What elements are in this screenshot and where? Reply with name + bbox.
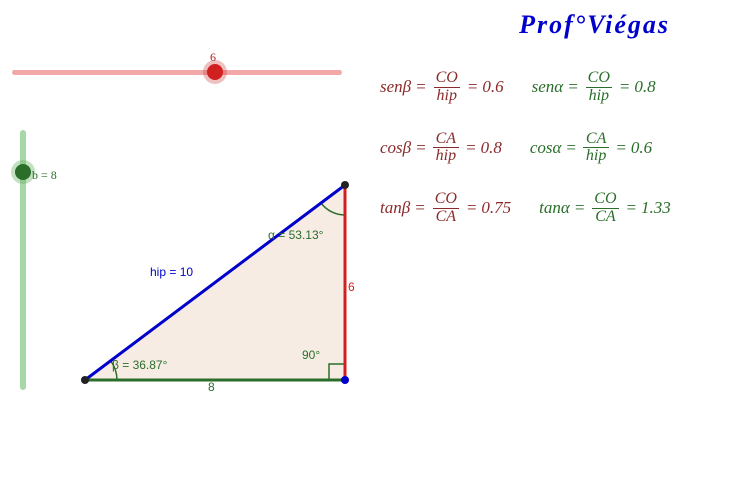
- triangle-diagram: hip = 10 α = 53.13° β = 36.87° 90° 8 6: [80, 180, 340, 375]
- equals: =: [615, 138, 626, 158]
- equals: =: [466, 198, 477, 218]
- value: 1.33: [641, 198, 671, 218]
- equals: =: [415, 77, 426, 97]
- beta-angle-label: β = 36.87°: [112, 358, 167, 372]
- equation-row: tanβ=COCA=0.75tanα=COCA=1.33: [380, 191, 740, 226]
- fn-label: tanα: [539, 198, 570, 218]
- fraction: COCA: [591, 191, 619, 226]
- equation-row: senβ=COhip=0.6senα=COhip=0.8: [380, 70, 740, 105]
- denominator: hip: [434, 87, 460, 105]
- fn-label: tanβ: [380, 198, 410, 218]
- fraction: COhip: [585, 70, 613, 105]
- value: 0.75: [481, 198, 511, 218]
- denominator: hip: [433, 147, 459, 165]
- vertex-b: [341, 376, 349, 384]
- equals: =: [467, 77, 478, 97]
- height-length-label: 6: [348, 280, 355, 294]
- beta-equation: tanβ=COCA=0.75: [380, 191, 511, 226]
- alpha-equation: cosα=CAhip=0.6: [530, 131, 652, 166]
- base-length-label: 8: [208, 380, 215, 394]
- numerator: CO: [585, 70, 613, 87]
- fraction: CAhip: [433, 131, 459, 166]
- equation-row: cosβ=CAhip=0.8cosα=CAhip=0.6: [380, 131, 740, 166]
- fraction: CAhip: [583, 131, 609, 166]
- denominator: CA: [592, 208, 618, 226]
- fn-label: cosα: [530, 138, 562, 158]
- horizontal-slider-track[interactable]: [12, 70, 342, 75]
- denominator: CA: [433, 208, 459, 226]
- denominator: hip: [583, 147, 609, 165]
- vertex-a: [81, 376, 89, 384]
- fraction: COhip: [433, 70, 461, 105]
- numerator: CO: [433, 70, 461, 87]
- equals: =: [414, 198, 425, 218]
- equals: =: [465, 138, 476, 158]
- fn-label: cosβ: [380, 138, 411, 158]
- horizontal-slider-knob[interactable]: [207, 64, 223, 80]
- fn-label: senα: [532, 77, 564, 97]
- fraction: COCA: [432, 191, 460, 226]
- numerator: CO: [432, 191, 460, 208]
- equals: =: [626, 198, 637, 218]
- fn-label: senβ: [380, 77, 411, 97]
- value: 0.6: [482, 77, 503, 97]
- equals: =: [574, 198, 585, 218]
- vertex-c: [341, 181, 349, 189]
- beta-equation: senβ=COhip=0.6: [380, 70, 504, 105]
- beta-equation: cosβ=CAhip=0.8: [380, 131, 502, 166]
- value: 0.8: [634, 77, 655, 97]
- page-title: Prof°Viégas: [519, 10, 670, 40]
- hypotenuse-label: hip = 10: [150, 265, 193, 279]
- numerator: CO: [591, 191, 619, 208]
- value: 0.8: [481, 138, 502, 158]
- denominator: hip: [586, 87, 612, 105]
- equations-panel: senβ=COhip=0.6senα=COhip=0.8cosβ=CAhip=0…: [380, 70, 740, 252]
- equals: =: [565, 138, 576, 158]
- alpha-equation: senα=COhip=0.8: [532, 70, 656, 105]
- vertical-slider-knob[interactable]: [15, 164, 31, 180]
- equals: =: [415, 138, 426, 158]
- value: 0.6: [631, 138, 652, 158]
- equals: =: [619, 77, 630, 97]
- numerator: CA: [433, 131, 459, 148]
- horizontal-slider-label: 6: [210, 50, 216, 65]
- equals: =: [567, 77, 578, 97]
- alpha-equation: tanα=COCA=1.33: [539, 191, 671, 226]
- vertical-slider-label: b = 8: [32, 168, 57, 183]
- right-angle-label: 90°: [302, 348, 320, 362]
- alpha-angle-label: α = 53.13°: [268, 228, 323, 242]
- numerator: CA: [583, 131, 609, 148]
